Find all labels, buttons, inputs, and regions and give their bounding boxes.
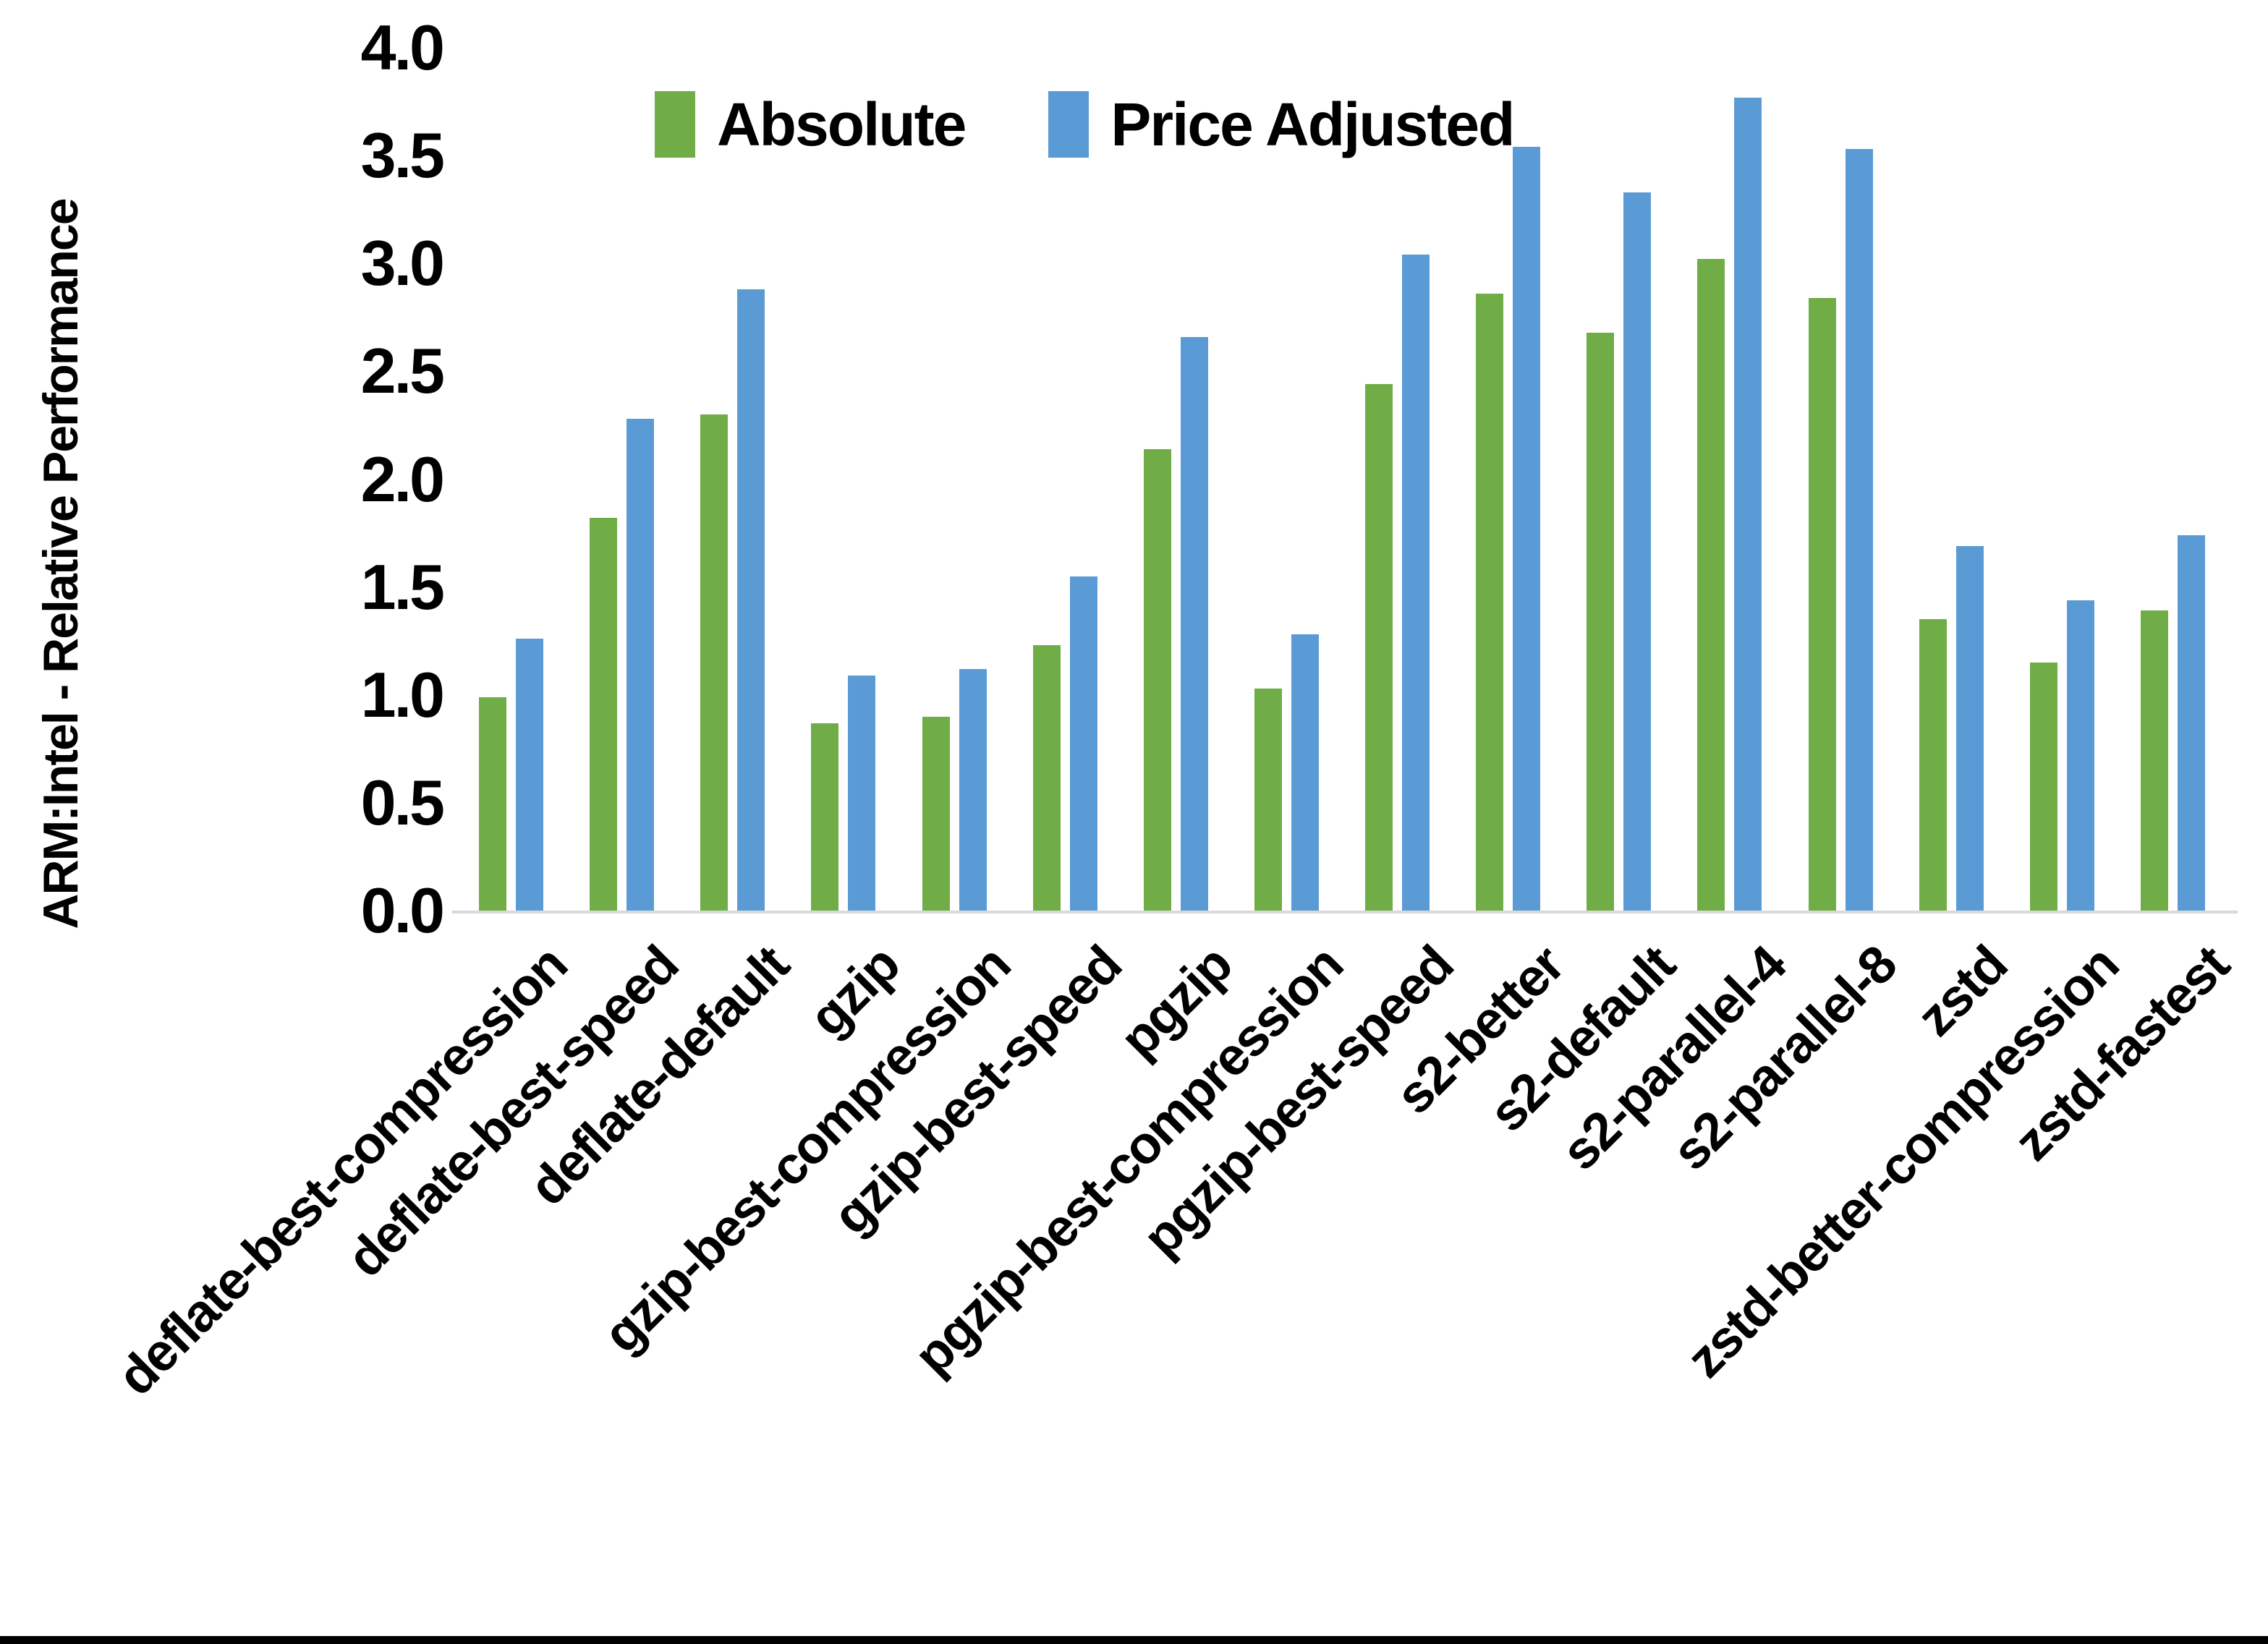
- bar-price-adjusted-gzip-best-speed: [1069, 576, 1097, 911]
- y-tick-label: 0.0: [360, 874, 445, 946]
- bar-absolute-deflate-best-speed: [590, 518, 618, 911]
- bar-absolute-gzip-best-compression: [922, 716, 950, 911]
- bar-absolute-s2-better: [1476, 294, 1504, 911]
- bar-price-adjusted-gzip: [848, 675, 876, 911]
- bar-price-adjusted-deflate-best-compression: [516, 639, 544, 911]
- legend: Absolute Price Adjusted: [655, 85, 1515, 163]
- bar-price-adjusted-pgzip-best-compression: [1291, 634, 1319, 911]
- y-tick-label: 0.5: [360, 766, 445, 838]
- bar-absolute-zstd-better-compression: [2029, 663, 2057, 911]
- bar-absolute-s2-parallel-4: [1697, 259, 1725, 911]
- bar-price-adjusted-zstd-fastest: [2177, 535, 2205, 911]
- bar-price-adjusted-s2-parallel-4: [1734, 97, 1762, 911]
- bar-absolute-s2-default: [1587, 332, 1615, 911]
- legend-swatch-price-adjusted-icon: [1048, 91, 1090, 158]
- bar-price-adjusted-pgzip-best-speed: [1402, 255, 1430, 911]
- bar-price-adjusted-deflate-best-speed: [627, 418, 655, 911]
- y-tick-label: 2.0: [360, 443, 445, 515]
- x-category-label: deflate-best-compression: [106, 935, 579, 1407]
- bar-price-adjusted-gzip-best-compression: [959, 668, 987, 911]
- y-tick-label: 4.0: [360, 12, 445, 83]
- legend-label-price-adjusted: Price Adjusted: [1110, 90, 1515, 158]
- bar-absolute-zstd: [1919, 619, 1947, 911]
- y-tick-label: 1.0: [360, 658, 445, 731]
- bar-price-adjusted-deflate-default: [737, 289, 765, 911]
- bar-price-adjusted-pgzip: [1180, 336, 1208, 911]
- bottom-border-bar: [0, 1636, 2268, 1644]
- bar-absolute-s2-parallel-8: [1808, 297, 1836, 911]
- bar-absolute-gzip-best-speed: [1032, 645, 1061, 911]
- bar-absolute-pgzip-best-speed: [1365, 384, 1393, 911]
- bar-price-adjusted-s2-parallel-8: [1845, 149, 1873, 911]
- y-tick-label: 1.5: [360, 550, 445, 623]
- bar-price-adjusted-zstd-better-compression: [2066, 600, 2094, 911]
- y-axis-title: ARM:Intel - Relative Performance: [33, 199, 88, 929]
- y-tick-label: 2.5: [360, 335, 445, 407]
- legend-swatch-absolute-icon: [655, 91, 695, 158]
- bar-price-adjusted-s2-default: [1623, 192, 1652, 911]
- bar-absolute-deflate-best-compression: [479, 697, 507, 911]
- legend-label-absolute: Absolute: [717, 90, 967, 158]
- bar-price-adjusted-zstd: [1955, 545, 1984, 911]
- legend-item-price-adjusted: Price Adjusted: [1048, 90, 1515, 158]
- y-tick-label: 3.0: [360, 227, 445, 299]
- bar-absolute-deflate-default: [700, 414, 729, 911]
- bar-price-adjusted-s2-better: [1513, 147, 1541, 911]
- bar-absolute-zstd-fastest: [2140, 610, 2168, 911]
- bar-absolute-gzip: [811, 723, 839, 911]
- x-axis-line: [452, 911, 2238, 913]
- bar-absolute-pgzip-best-compression: [1254, 688, 1282, 911]
- legend-item-absolute: Absolute: [655, 90, 967, 158]
- bar-absolute-pgzip: [1143, 448, 1171, 911]
- y-tick-label: 3.5: [360, 119, 445, 192]
